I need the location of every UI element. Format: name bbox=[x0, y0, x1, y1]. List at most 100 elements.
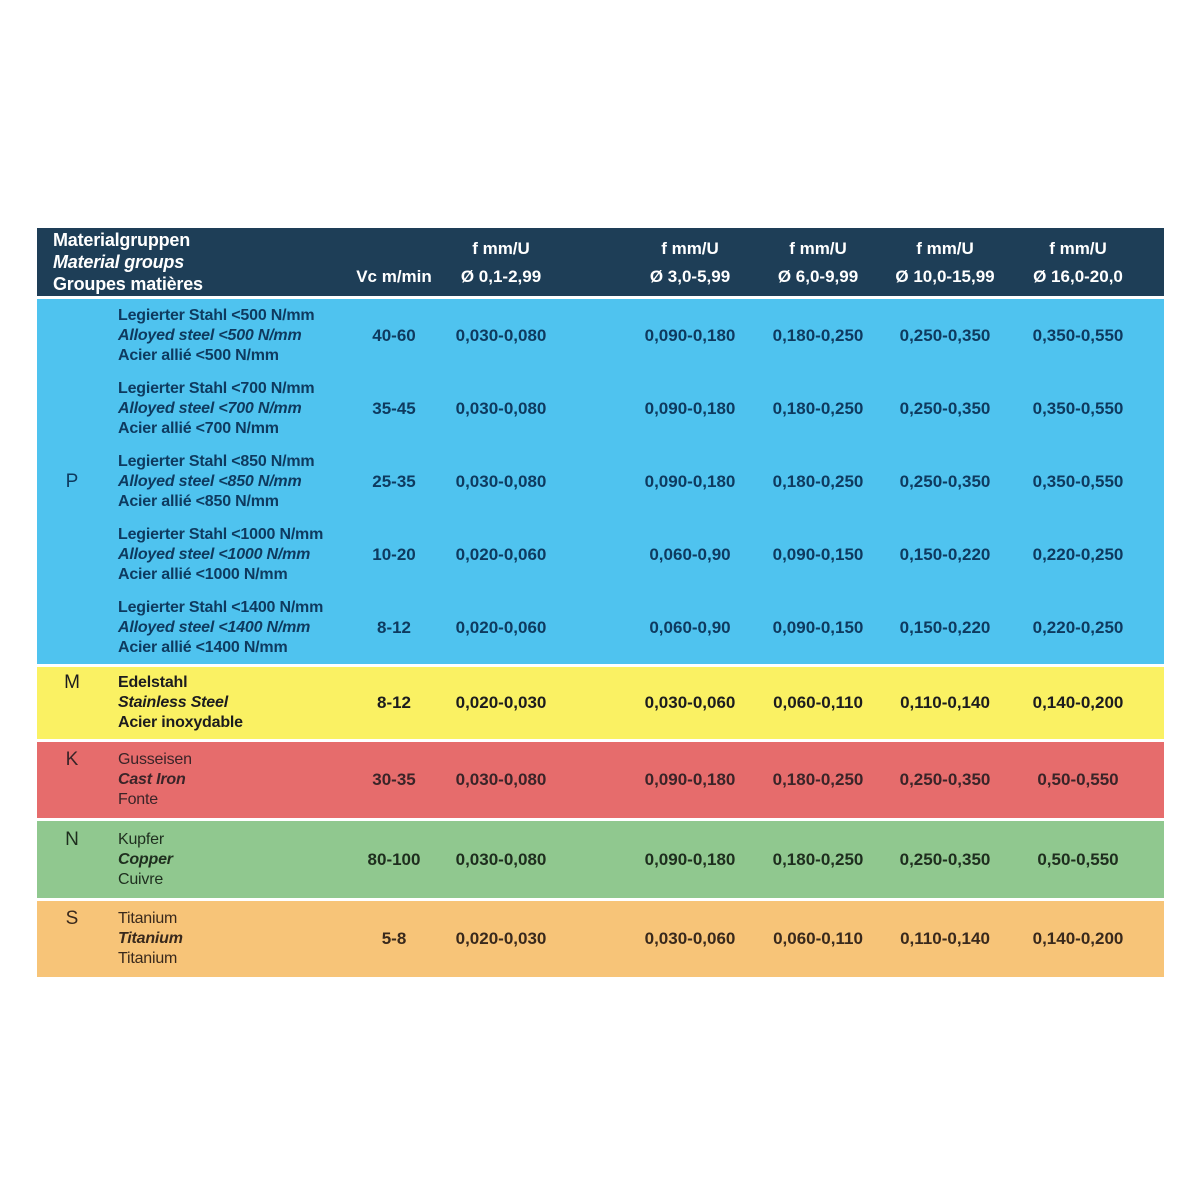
material-name-en: Alloyed steel <1000 N/mm bbox=[118, 545, 311, 563]
feed-unit-header: f mm/U bbox=[789, 239, 847, 258]
vc-value: 30-35 bbox=[372, 770, 416, 789]
material-names: Titanium Titanium Titanium bbox=[118, 909, 183, 969]
material-names: Kupfer Copper Cuivre bbox=[118, 830, 173, 890]
feed-value: 0,090-0,180 bbox=[644, 770, 736, 789]
material-row: Titanium Titanium Titanium 5-8 0,020-0,030 0,… bbox=[37, 901, 1164, 977]
feed-value: 0,350-0,550 bbox=[1032, 398, 1124, 418]
group-section-m: M Edelstahl Stainless Steel Acier inoxydabl… bbox=[37, 667, 1164, 739]
feed-value: 0,060-0,90 bbox=[649, 544, 731, 564]
feed-value: 0,060-0,90 bbox=[649, 617, 731, 637]
material-name-en: Stainless Steel bbox=[118, 694, 228, 711]
material-names: Legierter Stahl <1000 N/mm Alloyed steel … bbox=[118, 525, 323, 585]
feed-value: 0,180-0,250 bbox=[772, 398, 864, 418]
feed-value: 0,110-0,140 bbox=[900, 929, 990, 948]
feed-value: 0,250-0,350 bbox=[899, 770, 991, 789]
vc-value: 80-100 bbox=[367, 849, 421, 869]
cutting-data-table: Materialgruppen Material groups Groupes … bbox=[37, 228, 1164, 980]
feed-value: 0,090-0,180 bbox=[644, 849, 736, 869]
material-name-en: Cast Iron bbox=[118, 771, 186, 788]
material-name-fr: Fonte bbox=[118, 791, 158, 808]
feed-value: 0,350-0,550 bbox=[1032, 471, 1124, 491]
material-name-fr: Acier allié <1400 N/mm bbox=[118, 638, 288, 656]
material-names: Gusseisen Cast Iron Fonte bbox=[118, 750, 192, 810]
feed-value: 0,030-0,080 bbox=[455, 849, 547, 869]
feed-value: 0,350-0,550 bbox=[1032, 325, 1124, 345]
material-row: Legierter Stahl <850 N/mm Alloyed steel <… bbox=[37, 445, 1164, 518]
material-name-fr: Acier allié <500 N/mm bbox=[118, 346, 279, 364]
vc-value: 8-12 bbox=[376, 693, 412, 712]
title-line-en: Material groups bbox=[53, 252, 185, 272]
group-section-p: P Legierter Stahl <500 N/mm Alloyed steel … bbox=[37, 299, 1164, 664]
vc-column-header: Vc m/min bbox=[356, 267, 432, 286]
material-name-en: Copper bbox=[118, 850, 173, 868]
material-name-de: Titanium bbox=[118, 910, 178, 927]
material-name-fr: Acier allié <850 N/mm bbox=[118, 492, 279, 510]
feed-value: 0,090-0,150 bbox=[772, 544, 864, 564]
title-line-de: Materialgruppen bbox=[53, 230, 191, 250]
feed-value: 0,090-0,180 bbox=[644, 471, 736, 491]
feed-unit-header: f mm/U bbox=[1049, 239, 1107, 258]
feed-value: 0,50-0,550 bbox=[1037, 849, 1119, 869]
material-names: Legierter Stahl <700 N/mm Alloyed steel <… bbox=[118, 379, 315, 439]
feed-value: 0,030-0,080 bbox=[455, 398, 547, 418]
material-row: Legierter Stahl <1000 N/mm Alloyed steel … bbox=[37, 518, 1164, 591]
material-names: Legierter Stahl <850 N/mm Alloyed steel <… bbox=[118, 452, 315, 512]
group-letter: P bbox=[65, 470, 79, 492]
feed-value: 0,060-0,110 bbox=[773, 929, 863, 948]
feed-value: 0,020-0,060 bbox=[455, 617, 547, 637]
feed-value: 0,150-0,220 bbox=[899, 617, 991, 637]
feed-value: 0,090-0,180 bbox=[644, 325, 736, 345]
feed-unit-header: f mm/U bbox=[472, 239, 530, 258]
material-row: Edelstahl Stainless Steel Acier inoxydable… bbox=[37, 667, 1164, 739]
material-name-fr: Cuivre bbox=[118, 870, 164, 888]
feed-value: 0,180-0,250 bbox=[772, 849, 864, 869]
vc-value: 5-8 bbox=[381, 929, 407, 948]
feed-value: 0,030-0,060 bbox=[644, 693, 736, 712]
feed-value: 0,030-0,080 bbox=[455, 770, 547, 789]
table-header: Materialgruppen Material groups Groupes … bbox=[37, 228, 1164, 296]
group-letter: N bbox=[65, 829, 79, 850]
feed-value: 0,220-0,250 bbox=[1032, 544, 1124, 564]
material-name-en: Alloyed steel <500 N/mm bbox=[118, 326, 302, 344]
material-row: Gusseisen Cast Iron Fonte 30-35 0,030-0,080 0… bbox=[37, 742, 1164, 818]
feed-value: 0,50-0,550 bbox=[1037, 770, 1119, 789]
material-name-fr: Acier allié <700 N/mm bbox=[118, 419, 279, 437]
material-names: Edelstahl Stainless Steel Acier inoxydable bbox=[118, 673, 243, 733]
material-name-de: Legierter Stahl <850 N/mm bbox=[118, 452, 315, 470]
feed-value: 0,090-0,180 bbox=[644, 398, 736, 418]
diameter-range-header: Ø 10,0-15,99 bbox=[895, 267, 995, 286]
feed-value: 0,030-0,060 bbox=[644, 929, 736, 948]
vc-value: 25-35 bbox=[372, 471, 416, 491]
feed-value: 0,090-0,150 bbox=[772, 617, 864, 637]
feed-value: 0,250-0,350 bbox=[899, 849, 991, 869]
feed-value: 0,020-0,030 bbox=[455, 693, 547, 712]
material-name-en: Alloyed steel <1400 N/mm bbox=[118, 618, 311, 636]
feed-unit-header: f mm/U bbox=[661, 239, 719, 258]
group-letter: S bbox=[65, 908, 79, 929]
feed-value: 0,140-0,200 bbox=[1032, 929, 1124, 948]
vc-value: 35-45 bbox=[372, 398, 416, 418]
group-letter: K bbox=[65, 749, 79, 770]
feed-value: 0,150-0,220 bbox=[899, 544, 991, 564]
material-name-en: Titanium bbox=[118, 930, 183, 947]
material-name-de: Kupfer bbox=[118, 830, 164, 848]
feed-value: 0,250-0,350 bbox=[899, 471, 991, 491]
feed-value: 0,110-0,140 bbox=[900, 693, 990, 712]
feed-value: 0,030-0,080 bbox=[455, 325, 547, 345]
group-section-s: S Titanium Titanium Titanium 5-8 0,020-0,030 0… bbox=[37, 901, 1164, 977]
vc-value: 40-60 bbox=[372, 325, 416, 345]
material-name-de: Edelstahl bbox=[118, 674, 188, 691]
material-names: Legierter Stahl <500 N/mm Alloyed steel <… bbox=[118, 306, 315, 366]
material-row: Legierter Stahl <1400 N/mm Alloyed steel … bbox=[37, 591, 1164, 664]
feed-value: 0,220-0,250 bbox=[1032, 617, 1124, 637]
title-line-fr: Groupes matières bbox=[53, 274, 203, 294]
feed-value: 0,180-0,250 bbox=[772, 471, 864, 491]
feed-value: 0,020-0,030 bbox=[455, 929, 547, 948]
material-name-en: Alloyed steel <700 N/mm bbox=[118, 399, 302, 417]
material-name-en: Alloyed steel <850 N/mm bbox=[118, 472, 302, 490]
diameter-range-header: Ø 3,0-5,99 bbox=[649, 267, 731, 286]
material-name-fr: Acier allié <1000 N/mm bbox=[118, 565, 288, 583]
diameter-range-header: Ø 6,0-9,99 bbox=[777, 267, 859, 286]
feed-value: 0,060-0,110 bbox=[773, 693, 863, 712]
feed-value: 0,180-0,250 bbox=[772, 770, 864, 789]
